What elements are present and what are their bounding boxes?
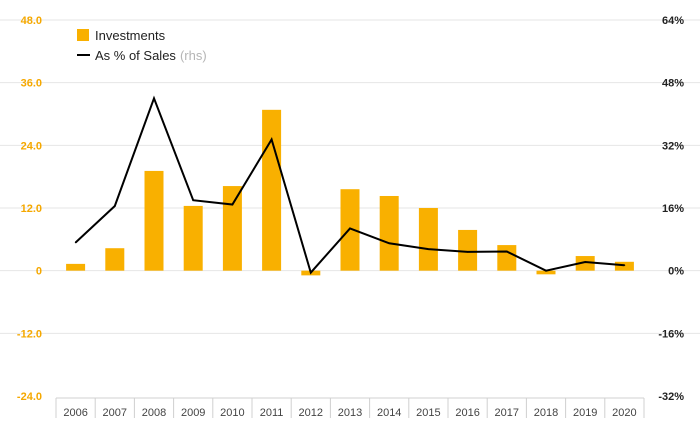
right-tick-label: 0% <box>668 266 684 278</box>
legend-label-sales-percent-suffix: (rhs) <box>180 48 207 63</box>
point-sales-percent-2011 <box>270 138 273 141</box>
point-sales-percent-2010 <box>231 203 234 206</box>
x-tick-label: 2008 <box>142 407 166 419</box>
sales-percent-line <box>74 95 626 275</box>
point-sales-percent-2012 <box>310 271 312 274</box>
left-tick-label: 36.0 <box>21 78 42 90</box>
investments-bars <box>66 109 634 276</box>
x-axis: 2006 2007 2008 2009 2010 2011 2012 2013 2014 2015… <box>55 397 645 419</box>
bar-investments-2019 <box>575 256 595 271</box>
legend-label-sales-percent-name: As % of Sales <box>95 48 176 63</box>
bar-investments-2011 <box>262 109 282 271</box>
x-tick-label: 2017 <box>495 407 519 419</box>
legend-label-sales-percent: As % of Sales (rhs) <box>95 48 207 63</box>
point-sales-percent-2008 <box>153 97 155 100</box>
x-tick-label: 2014 <box>377 407 401 419</box>
right-tick-label: 32% <box>662 140 684 152</box>
left-axis: 48.0 36.0 24.0 12.0 0 -12.0 -24.0 <box>17 15 42 403</box>
point-sales-percent-2013 <box>349 227 351 230</box>
bar-investments-2016 <box>458 229 478 271</box>
left-tick-label: -24.0 <box>17 391 42 403</box>
point-sales-percent-2019 <box>584 261 586 263</box>
point-sales-percent-2009 <box>192 199 194 201</box>
bar-investments-2010 <box>222 186 242 271</box>
x-tick-label: 2006 <box>63 407 87 419</box>
legend-swatch-investments <box>77 29 89 41</box>
right-tick-label: 64% <box>662 15 684 27</box>
left-tick-label: -12.0 <box>17 328 42 340</box>
x-tick-label: 2019 <box>573 407 597 419</box>
point-sales-percent-2016 <box>466 251 469 253</box>
x-tick-label: 2007 <box>103 407 127 419</box>
x-tick-label: 2011 <box>260 407 284 419</box>
bar-investments-2007 <box>105 248 125 271</box>
x-tick-label: 2016 <box>455 407 479 419</box>
right-tick-label: 16% <box>662 203 684 215</box>
x-tick-label: 2020 <box>612 407 636 419</box>
x-tick-label: 2018 <box>534 407 558 419</box>
right-tick-label: -32% <box>658 391 684 403</box>
x-tick-label: 2015 <box>416 407 440 419</box>
point-sales-percent-2018 <box>545 269 547 272</box>
right-tick-label: -16% <box>658 328 684 340</box>
right-axis: 64% 48% 32% 16% 0% -16% -32% <box>658 15 684 403</box>
bar-investments-2009 <box>183 205 203 271</box>
bar-investments-2017 <box>497 245 517 271</box>
right-tick-label: 48% <box>662 78 684 90</box>
bar-investments-2018 <box>536 270 556 275</box>
left-tick-label: 48.0 <box>21 15 42 27</box>
bar-investments-2013 <box>340 189 360 271</box>
legend-label-investments: Investments <box>95 28 166 43</box>
point-sales-percent-2017 <box>506 250 508 253</box>
point-sales-percent-2007 <box>114 205 116 207</box>
point-sales-percent-2020 <box>623 264 626 266</box>
point-sales-percent-2014 <box>388 242 391 245</box>
bar-investments-2015 <box>418 208 438 271</box>
left-tick-label: 0 <box>36 266 42 278</box>
x-tick-label: 2013 <box>338 407 362 419</box>
point-sales-percent-2006 <box>74 241 77 244</box>
x-tick-label: 2012 <box>299 407 323 419</box>
x-tick-label: 2010 <box>220 407 244 419</box>
gridlines <box>0 19 700 334</box>
x-tick-label: 2009 <box>181 407 205 419</box>
bar-investments-2008 <box>144 170 164 271</box>
bar-investments-2020 <box>614 261 634 271</box>
bar-investments-2006 <box>66 263 86 271</box>
left-tick-label: 24.0 <box>21 140 42 152</box>
point-sales-percent-2015 <box>427 248 430 250</box>
bar-investments-2014 <box>379 195 399 271</box>
left-tick-label: 12.0 <box>21 203 42 215</box>
legend: Investments As % of Sales (rhs) <box>77 28 207 63</box>
